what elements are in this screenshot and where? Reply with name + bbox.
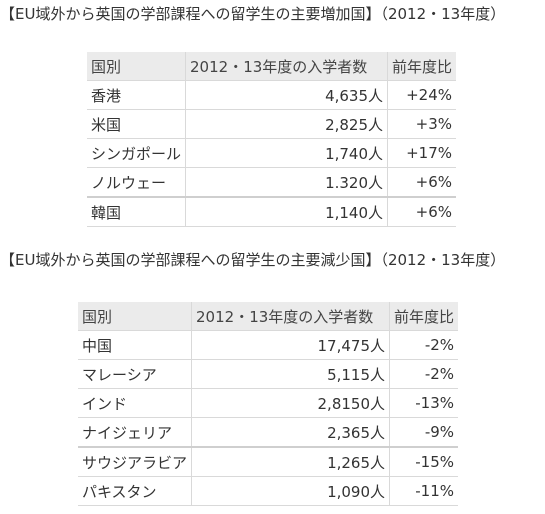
- change-cell: -9%: [389, 417, 459, 448]
- country-cell: インド: [78, 388, 192, 418]
- change-cell: -2%: [389, 359, 459, 389]
- change-cell: -13%: [389, 388, 459, 418]
- column-header-country: 国別: [78, 302, 192, 331]
- table-header-row: 国別 2012・13年度の入学者数 前年度比: [78, 302, 459, 331]
- students-cell: 1,740人: [185, 138, 388, 168]
- students-cell: 1.320人: [185, 167, 388, 198]
- country-cell: パキスタン: [78, 476, 192, 506]
- table-row: 米国 2,825人 +3%: [87, 109, 457, 139]
- students-cell: 1,090人: [191, 476, 390, 506]
- change-cell: -2%: [389, 330, 459, 360]
- column-header-students: 2012・13年度の入学者数: [191, 302, 390, 331]
- column-header-change: 前年度比: [387, 52, 457, 81]
- country-cell: 香港: [87, 80, 186, 110]
- students-cell: 4,635人: [185, 80, 388, 110]
- table-row: パキスタン 1,090人 -11%: [78, 476, 459, 506]
- column-header-students: 2012・13年度の入学者数: [185, 52, 388, 81]
- students-cell: 2,8150人: [191, 388, 390, 418]
- column-header-change: 前年度比: [389, 302, 459, 331]
- country-cell: ノルウェー: [87, 167, 186, 198]
- country-cell: ナイジェリア: [78, 417, 192, 448]
- change-cell: -11%: [389, 476, 459, 506]
- table-row: サウジアラビア 1,265人 -15%: [78, 446, 459, 477]
- decrease-table-title: 【EU域外から英国の学部課程への留学生の主要減少国】（2012・13年度）: [0, 251, 506, 269]
- table-row: 中国 17,475人 -2%: [78, 330, 459, 360]
- students-cell: 2,825人: [185, 109, 388, 139]
- change-cell: +6%: [387, 167, 457, 198]
- country-cell: 米国: [87, 109, 186, 139]
- country-cell: マレーシア: [78, 359, 192, 389]
- change-cell: +24%: [387, 80, 457, 110]
- students-cell: 1,140人: [185, 196, 388, 227]
- students-cell: 5,115人: [191, 359, 390, 389]
- table-row: 香港 4,635人 +24%: [87, 80, 457, 110]
- increase-table-title: 【EU域外から英国の学部課程への留学生の主要増加国】（2012・13年度）: [0, 5, 506, 23]
- change-cell: +17%: [387, 138, 457, 168]
- students-cell: 17,475人: [191, 330, 390, 360]
- change-cell: +3%: [387, 109, 457, 139]
- students-cell: 2,365人: [191, 417, 390, 448]
- country-cell: 中国: [78, 330, 192, 360]
- column-header-country: 国別: [87, 52, 186, 81]
- table-row: ノルウェー 1.320人 +6%: [87, 167, 457, 198]
- table-header-row: 国別 2012・13年度の入学者数 前年度比: [87, 52, 457, 81]
- table-row: 韓国 1,140人 +6%: [87, 196, 457, 227]
- change-cell: +6%: [387, 196, 457, 227]
- table-row: マレーシア 5,115人 -2%: [78, 359, 459, 389]
- country-cell: 韓国: [87, 196, 186, 227]
- table-row: インド 2,8150人 -13%: [78, 388, 459, 418]
- country-cell: シンガポール: [87, 138, 186, 168]
- students-cell: 1,265人: [191, 446, 390, 477]
- increase-table: 国別 2012・13年度の入学者数 前年度比 香港 4,635人 +24% 米国…: [87, 52, 457, 227]
- decrease-table: 国別 2012・13年度の入学者数 前年度比 中国 17,475人 -2% マレ…: [78, 302, 459, 506]
- change-cell: -15%: [389, 446, 459, 477]
- table-row: ナイジェリア 2,365人 -9%: [78, 417, 459, 448]
- country-cell: サウジアラビア: [78, 446, 192, 477]
- table-row: シンガポール 1,740人 +17%: [87, 138, 457, 168]
